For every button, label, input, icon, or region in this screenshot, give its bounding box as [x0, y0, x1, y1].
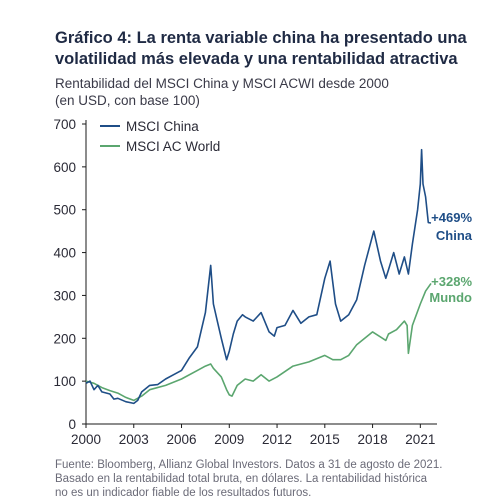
- y-tick-label: 300: [53, 288, 76, 303]
- end-label-annotation: Mundo: [429, 290, 472, 305]
- subtitle-line-2: (en USD, con base 100): [55, 93, 200, 108]
- end-value-annotation: +328%: [431, 274, 472, 289]
- y-tick-label: 600: [53, 160, 76, 175]
- end-label-annotation: China: [436, 228, 473, 243]
- x-tick-label: 2000: [71, 432, 101, 447]
- source-line-3: no es un indicador fiable de los resulta…: [55, 487, 312, 499]
- y-tick-label: 500: [53, 203, 76, 218]
- legend-label: MSCI AC World: [126, 139, 220, 154]
- x-tick-label: 2015: [310, 432, 340, 447]
- x-tick-label: 2012: [262, 432, 292, 447]
- y-tick-label: 400: [53, 246, 76, 261]
- y-tick-label: 200: [53, 331, 76, 346]
- y-tick-label: 700: [53, 117, 76, 132]
- y-tick-label: 100: [53, 374, 76, 389]
- x-tick-label: 2006: [167, 432, 197, 447]
- subtitle-line-1: Rentabilidad del MSCI China y MSCI ACWI …: [55, 76, 389, 91]
- x-tick-label: 2009: [214, 432, 244, 447]
- end-value-annotation: +469%: [431, 210, 472, 225]
- series-line-msci-china: [85, 148, 432, 405]
- source-line-2: Basado en la rentabilidad total bruta, e…: [55, 473, 428, 485]
- x-tick-label: 2018: [358, 432, 388, 447]
- legend-label: MSCI China: [126, 119, 199, 134]
- source-line-1: Fuente: Bloomberg, Allianz Global Invest…: [55, 459, 443, 471]
- chart-subtitle: Rentabilidad del MSCI China y MSCI ACWI …: [55, 75, 470, 109]
- x-tick-label: 2003: [119, 432, 149, 447]
- series-line-msci-ac-world: [85, 282, 432, 402]
- y-tick-label: 0: [68, 417, 76, 432]
- x-tick-label: 2021: [405, 432, 435, 447]
- chart-title: Gráfico 4: La renta variable china ha pr…: [55, 29, 467, 68]
- chart-source-note: Fuente: Bloomberg, Allianz Global Invest…: [55, 458, 475, 500]
